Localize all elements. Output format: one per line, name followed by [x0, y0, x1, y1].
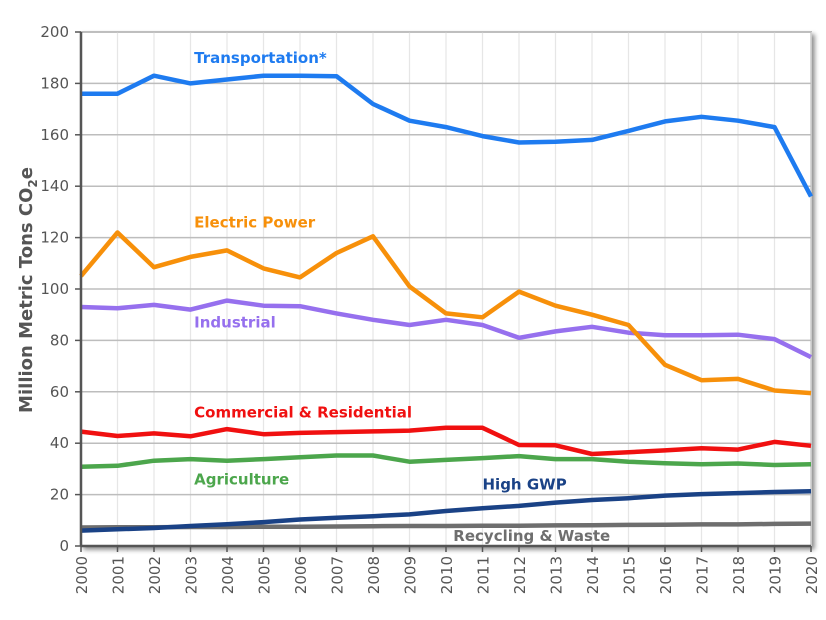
series-line-high-gwp: [80, 489, 812, 533]
series-line-transportation: [81, 73, 813, 198]
y-axis-ticks: 0 20 40 60 80 100 120 140 160 180 200: [40, 23, 81, 555]
series-label: Industrial: [194, 314, 276, 332]
x-tick-label: 2005: [256, 556, 274, 594]
x-tick-label: 2000: [73, 556, 91, 594]
series-line-agriculture: [80, 453, 812, 470]
x-tick-label: 2008: [365, 556, 383, 594]
x-tick-label: 2001: [110, 556, 128, 594]
series-lines: [79, 73, 813, 533]
series-label: Recycling & Waste: [453, 527, 610, 545]
y-tick-label: 80: [50, 331, 69, 349]
y-tick-label: 180: [40, 74, 69, 92]
series-label: Agriculture: [194, 470, 289, 488]
series-line-electric-power: [79, 230, 812, 396]
x-tick-label: 2012: [511, 556, 529, 594]
y-tick-label: 40: [50, 434, 69, 452]
x-tick-label: 2011: [475, 556, 493, 594]
x-tick-label: 2002: [146, 556, 164, 594]
series-line-industrial: [80, 298, 812, 360]
x-tick-label: 2018: [730, 556, 748, 594]
series-label: Commercial & Residential: [194, 404, 412, 422]
x-tick-label: 2009: [402, 556, 420, 594]
x-tick-label: 2003: [183, 556, 201, 594]
x-tick-label: 2014: [584, 556, 602, 594]
series-label: Electric Power: [194, 213, 316, 231]
x-tick-label: 2016: [657, 556, 675, 594]
x-tick-label: 2015: [621, 556, 639, 594]
series-line-commercial-residential: [80, 425, 812, 457]
y-tick-label: 100: [40, 280, 69, 298]
y-axis-title: Million Metric Tons CO2e: [16, 167, 40, 413]
x-tick-label: 2010: [438, 556, 456, 594]
series-label: High GWP: [483, 475, 567, 493]
x-tick-label: 2020: [803, 556, 821, 594]
y-tick-label: 160: [40, 126, 69, 144]
x-tick-label: 2004: [219, 556, 237, 594]
y-tick-label: 60: [50, 383, 69, 401]
series-label: Transportation*: [194, 49, 327, 67]
x-tick-label: 2019: [767, 556, 785, 594]
x-axis-ticks: 2000 2001 2002 2003 2004 2005 2006 2007 2008 2009…: [73, 546, 821, 594]
y-tick-label: 20: [50, 486, 69, 504]
y-tick-label: 200: [40, 23, 69, 41]
y-tick-label: 0: [59, 537, 69, 555]
x-tick-label: 2017: [694, 556, 712, 594]
series-labels: Transportation* Electric Power Industrial C…: [194, 49, 610, 545]
y-tick-label: 120: [40, 229, 69, 247]
x-tick-label: 2007: [329, 556, 347, 594]
x-tick-label: 2006: [292, 556, 310, 594]
x-tick-label: 2013: [548, 556, 566, 594]
y-tick-label: 140: [40, 177, 69, 195]
